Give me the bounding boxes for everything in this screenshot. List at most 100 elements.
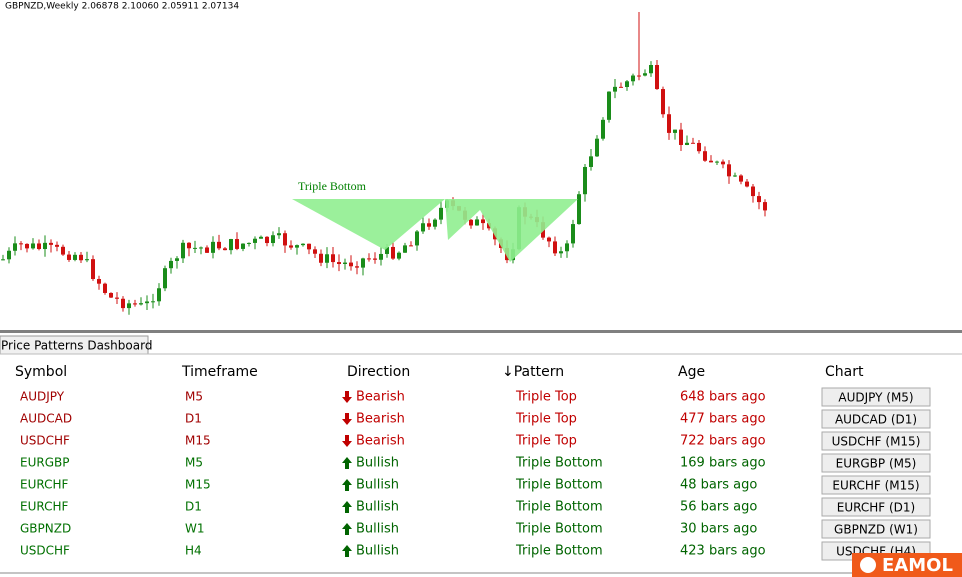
chart-button-label[interactable]: EURGBP (M5) xyxy=(836,457,917,471)
direction: Bullish xyxy=(356,500,399,515)
direction: Bearish xyxy=(356,390,405,405)
candle-body xyxy=(385,246,389,254)
candle-body xyxy=(757,196,761,203)
candle-body xyxy=(715,161,719,163)
chart-button-label[interactable]: USDCHF (M15) xyxy=(832,435,921,449)
pattern: Triple Top xyxy=(515,412,577,427)
candle-body xyxy=(721,161,725,165)
column-header: Direction xyxy=(347,364,410,380)
candle-body xyxy=(97,279,101,284)
pattern: Triple Bottom xyxy=(515,478,603,493)
chart-header: GBPNZD,Weekly 2.06878 2.10060 2.05911 2.… xyxy=(5,2,239,12)
candle-body xyxy=(661,89,665,115)
chart-button-label[interactable]: GBPNZD (W1) xyxy=(834,523,918,537)
candle-body xyxy=(745,181,749,187)
symbol: AUDCAD xyxy=(20,412,72,426)
candle-body xyxy=(61,246,65,255)
chart-button-label[interactable]: AUDJPY (M5) xyxy=(838,391,913,405)
candle-body xyxy=(685,142,689,145)
candle-body xyxy=(211,241,215,253)
timeframe: D1 xyxy=(185,500,202,514)
candle-body xyxy=(469,219,473,226)
direction: Bullish xyxy=(356,478,399,493)
pattern-area xyxy=(445,199,578,262)
candle-body xyxy=(67,254,71,260)
candle-body xyxy=(319,253,323,263)
pattern: Triple Bottom xyxy=(515,522,603,537)
chart-button[interactable] xyxy=(821,409,931,429)
direction-arrow xyxy=(342,523,352,535)
symbol: EURCHF xyxy=(20,478,69,492)
candle-body xyxy=(271,235,275,244)
chart-button[interactable] xyxy=(821,497,931,517)
candle-body xyxy=(433,219,437,227)
candle-body xyxy=(739,175,743,182)
candle-body xyxy=(37,243,41,250)
timeframe: D1 xyxy=(185,412,202,426)
candle-body xyxy=(631,75,635,82)
candle-body xyxy=(277,233,281,236)
timeframe: M15 xyxy=(185,478,211,492)
candle-body xyxy=(565,243,569,252)
age: 169 bars ago xyxy=(680,456,766,471)
dashboard-title: Price Patterns Dashboard xyxy=(1,339,152,353)
direction-arrow xyxy=(342,457,352,469)
candle-body xyxy=(43,242,47,250)
candle-body xyxy=(607,91,611,120)
candle-body xyxy=(577,194,581,225)
candle-body xyxy=(145,301,149,304)
candle-body xyxy=(337,262,341,265)
direction-arrow xyxy=(342,501,352,513)
candle-body xyxy=(109,292,113,298)
candle-body xyxy=(133,303,137,305)
column-header: ↓Pattern xyxy=(502,364,564,380)
age: 477 bars ago xyxy=(680,412,766,427)
candle-body xyxy=(223,248,227,251)
candle-body xyxy=(121,298,125,309)
pattern: Triple Top xyxy=(515,434,577,449)
candle-body xyxy=(73,254,77,260)
candle-body xyxy=(763,202,767,211)
candle-body xyxy=(709,160,713,163)
candle-body xyxy=(85,259,89,261)
candle-body xyxy=(625,81,629,87)
candle-body xyxy=(637,75,641,77)
chart-button[interactable] xyxy=(821,519,931,539)
age: 722 bars ago xyxy=(680,434,766,449)
chart-button-label[interactable]: AUDCAD (D1) xyxy=(835,413,917,427)
timeframe: M5 xyxy=(185,390,203,404)
candle-body xyxy=(589,156,593,167)
column-header: Timeframe xyxy=(181,364,258,380)
chart-button-label[interactable]: EURCHF (M15) xyxy=(832,479,919,493)
chart-button[interactable] xyxy=(821,453,931,473)
candle-body xyxy=(157,288,161,302)
candle-body xyxy=(559,251,563,254)
chart-button[interactable] xyxy=(821,431,931,451)
candle-body xyxy=(253,238,257,243)
candle-body xyxy=(169,260,173,269)
candle-body xyxy=(547,237,551,242)
chart-button[interactable] xyxy=(821,387,931,407)
candle-body xyxy=(187,242,191,249)
candle-body xyxy=(193,247,197,249)
symbol: USDCHF xyxy=(20,544,70,558)
candle-body xyxy=(115,297,119,299)
symbol: USDCHF xyxy=(20,434,70,448)
candle-body xyxy=(295,245,299,248)
candle-body xyxy=(391,246,395,259)
column-header: Age xyxy=(678,364,705,380)
direction-arrow xyxy=(342,545,352,557)
candle-body xyxy=(733,175,737,177)
candle-body xyxy=(205,247,209,253)
candle-body xyxy=(409,245,413,247)
candle-body xyxy=(697,142,701,152)
candle-body xyxy=(289,245,293,248)
candle-body xyxy=(361,258,365,268)
chart-button[interactable] xyxy=(821,475,931,495)
chart-button-label[interactable]: EURCHF (D1) xyxy=(837,501,915,515)
candle-body xyxy=(619,86,623,88)
candle-body xyxy=(7,250,11,260)
candle-body xyxy=(259,236,263,239)
candle-body xyxy=(367,258,371,260)
candle-body xyxy=(655,65,659,90)
